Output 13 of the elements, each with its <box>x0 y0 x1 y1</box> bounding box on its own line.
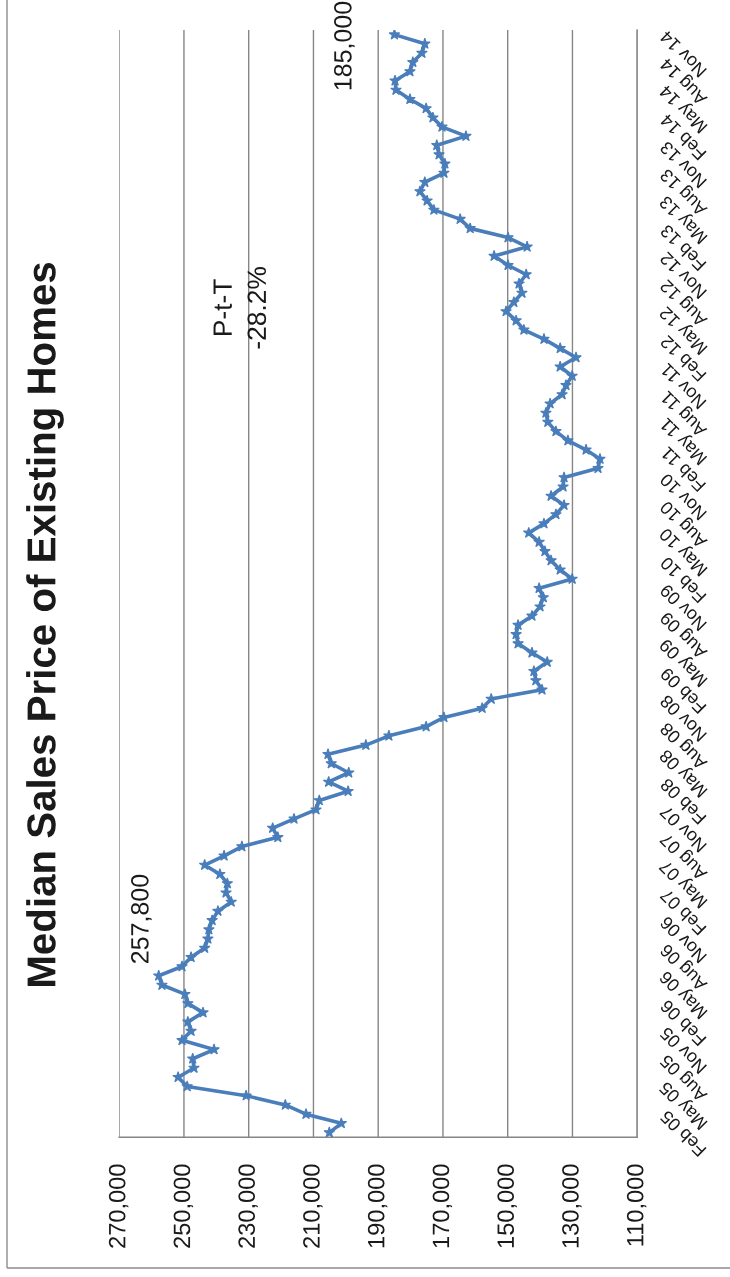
x-tick-label: 130,000 <box>562 1164 582 1248</box>
annotation: 185,000 <box>334 1 355 90</box>
x-tick-label: 270,000 <box>108 1164 129 1248</box>
annotation: 257,800 <box>131 874 152 963</box>
x-tick-label: 210,000 <box>303 1164 323 1248</box>
annotation: P-t-T -28.2% <box>213 267 267 349</box>
x-tick-label: 150,000 <box>497 1164 517 1248</box>
x-tick-label: 230,000 <box>238 1164 258 1248</box>
x-tick-label: 170,000 <box>432 1164 453 1248</box>
x-tick-label: 110,000 <box>626 1164 647 1246</box>
x-tick-label: 190,000 <box>367 1164 388 1248</box>
x-tick-label: 250,000 <box>173 1164 194 1248</box>
text: Median Sales Price of Existing Homes <box>26 262 64 987</box>
